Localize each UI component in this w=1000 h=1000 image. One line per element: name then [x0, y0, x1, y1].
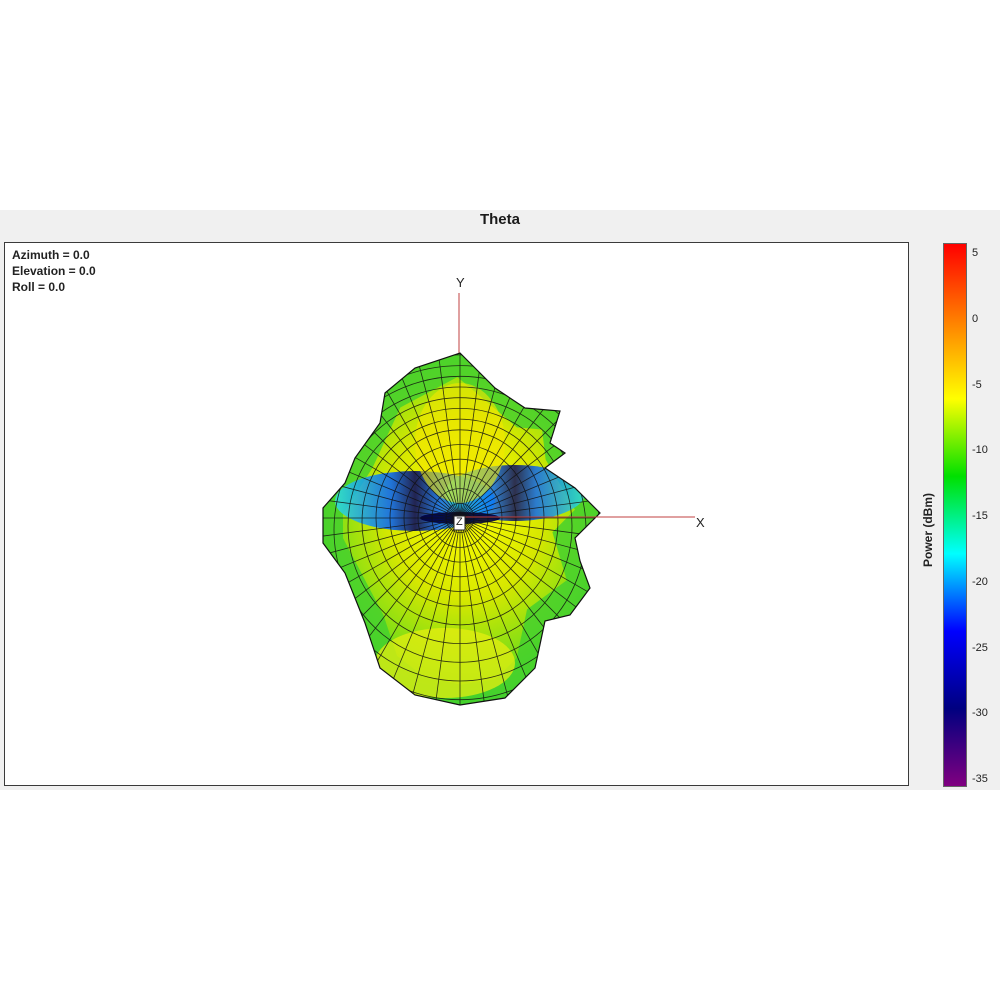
z-axis-label: Z — [456, 516, 463, 528]
azimuth-readout: Azimuth = 0.0 — [12, 248, 90, 262]
colorbar-tick: 5 — [972, 247, 979, 259]
colorbar-tick: -30 — [972, 707, 988, 720]
power-colorbar — [943, 243, 967, 787]
colorbar-label: Power (dBm) — [921, 492, 935, 568]
colorbar-tick: -10 — [972, 444, 988, 457]
colorbar-tick: 0 — [972, 312, 979, 325]
roll-readout: Roll = 0.0 — [12, 280, 66, 294]
pattern-outline — [322, 352, 601, 706]
colorbar-tick: -15 — [972, 510, 988, 522]
plot-title: Theta — [479, 211, 520, 228]
radiation-pattern-3d[interactable] — [5, 243, 909, 786]
3d-plot-area[interactable]: Azimuth = 0.0 Elevation = 0.0 Roll = 0.0 — [4, 242, 909, 786]
x-axis-label: X — [696, 515, 705, 530]
y-axis-label: Y — [456, 275, 465, 290]
colorbar-tick: -35 — [972, 773, 988, 785]
colorbar-tick: -25 — [972, 641, 988, 654]
z-axis-marker — [453, 515, 466, 531]
colorbar-tick: -20 — [972, 575, 988, 588]
colorbar-tick: -5 — [972, 378, 982, 391]
elevation-readout: Elevation = 0.0 — [12, 264, 96, 278]
